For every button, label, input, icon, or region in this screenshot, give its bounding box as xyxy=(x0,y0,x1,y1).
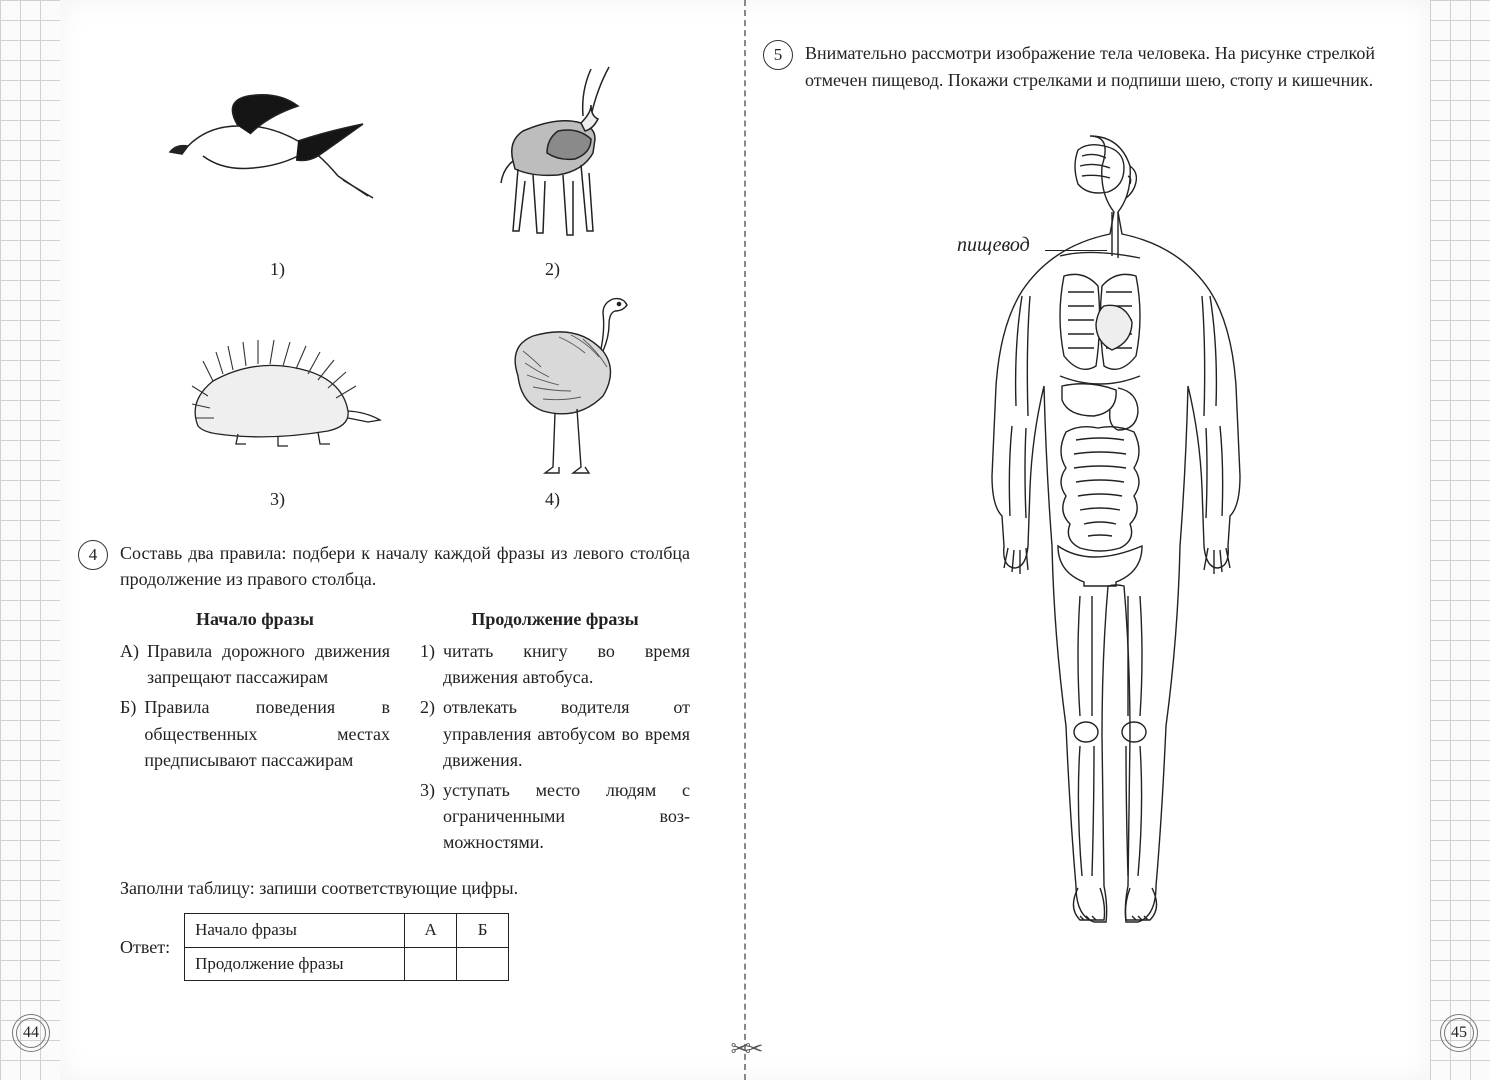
page-spine xyxy=(744,0,746,1080)
page-spread: 1) 2) xyxy=(60,0,1430,1080)
cell-r2c3[interactable] xyxy=(457,947,509,981)
esophagus-pointer xyxy=(1045,250,1107,251)
grid-margin-right xyxy=(1430,0,1490,1080)
cell-r2c2[interactable] xyxy=(405,947,457,981)
answer-table: Начало фразы А Б Продолжение фразы xyxy=(184,913,509,981)
page-number-right-value: 45 xyxy=(1451,1024,1467,1042)
animal-caption-3: 3) xyxy=(270,489,285,510)
echidna-illustration xyxy=(160,290,395,481)
answer-row: Ответ: Начало фразы А Б Продолжение фраз… xyxy=(120,913,690,981)
question-5-prompt: Внимательно рассмотри изображение тела ч… xyxy=(805,40,1375,94)
page-left: 1) 2) xyxy=(60,0,745,1080)
right-item-3: 3) уступать место людям с ограниченными … xyxy=(420,777,690,855)
phrase-columns: Начало фразы А) Правила дорожного движен… xyxy=(120,606,690,859)
right-item-1-text: читать книгу во время движения автобуса. xyxy=(443,638,690,690)
bird-stork-illustration xyxy=(160,60,395,251)
animal-cell-1: 1) xyxy=(160,60,395,280)
left-item-a-label: А) xyxy=(120,638,139,690)
question-4-prompt: Составь два правила: подбери к началу ка… xyxy=(120,540,690,592)
right-item-3-label: 3) xyxy=(420,777,435,855)
question-5-header: 5 Внимательно рассмотри изображение тела… xyxy=(763,40,1375,94)
table-row: Начало фразы А Б xyxy=(185,914,509,948)
animal-cell-4: 4) xyxy=(435,290,670,510)
left-item-b-text: Правила поведения в общественных ме­стах… xyxy=(144,694,390,772)
cell-r1c3: Б xyxy=(457,914,509,948)
animal-caption-4: 4) xyxy=(545,489,560,510)
page-number-left-value: 44 xyxy=(23,1024,39,1042)
right-item-2-text: отвлекать водителя от управления автобус… xyxy=(443,694,690,772)
question-number-4: 4 xyxy=(78,540,108,570)
right-item-1-label: 1) xyxy=(420,638,435,690)
table-row: Продолжение фразы xyxy=(185,947,509,981)
left-item-b: Б) Правила поведения в общественных ме­с… xyxy=(120,694,390,772)
animal-cell-3: 3) xyxy=(160,290,395,510)
cell-r2c1: Продолжение фразы xyxy=(185,947,405,981)
animal-caption-2: 2) xyxy=(545,259,560,280)
question-number-5: 5 xyxy=(763,40,793,70)
answer-label: Ответ: xyxy=(120,934,170,960)
right-item-2: 2) отвлекать водителя от управления авто… xyxy=(420,694,690,772)
anatomy-figure: пищевод xyxy=(805,116,1375,946)
grid-margin-left xyxy=(0,0,60,1080)
scissors-icon: ✂✂ xyxy=(731,1036,760,1062)
question-4-body: Начало фразы А) Правила дорожного движен… xyxy=(120,606,690,981)
esophagus-label: пищевод xyxy=(957,234,1030,257)
emu-illustration xyxy=(435,281,670,481)
human-body-illustration xyxy=(880,116,1300,946)
left-item-b-label: Б) xyxy=(120,694,136,772)
antelope-illustration xyxy=(435,60,670,251)
page-right: 5 Внимательно рассмотри изображение тела… xyxy=(745,0,1430,1080)
cell-r1c2: А xyxy=(405,914,457,948)
right-item-2-label: 2) xyxy=(420,694,435,772)
left-item-a: А) Правила дорожного движения запреща­ют… xyxy=(120,638,390,690)
question-4: 4 Составь два правила: подбери к началу … xyxy=(120,540,690,981)
animal-caption-1: 1) xyxy=(270,259,285,280)
page-number-left: 44 xyxy=(12,1014,50,1052)
right-item-3-text: уступать место людям с ограниченными воз… xyxy=(443,777,690,855)
question-4-header: 4 Составь два правила: подбери к началу … xyxy=(78,540,690,592)
cell-r1c1: Начало фразы xyxy=(185,914,405,948)
left-item-a-text: Правила дорожного движения запреща­ют па… xyxy=(147,638,390,690)
animal-cell-2: 2) xyxy=(435,60,670,280)
page-number-right: 45 xyxy=(1440,1014,1478,1052)
left-column-title: Начало фразы xyxy=(120,606,390,632)
left-column: Начало фразы А) Правила дорожного движен… xyxy=(120,606,390,859)
right-column-title: Продолжение фразы xyxy=(420,606,690,632)
fill-instruction: Заполни таблицу: запиши соответствующие … xyxy=(120,875,690,901)
animal-grid: 1) 2) xyxy=(160,60,670,510)
right-item-1: 1) читать книгу во время движения автобу… xyxy=(420,638,690,690)
right-column: Продолжение фразы 1) читать книгу во вре… xyxy=(420,606,690,859)
